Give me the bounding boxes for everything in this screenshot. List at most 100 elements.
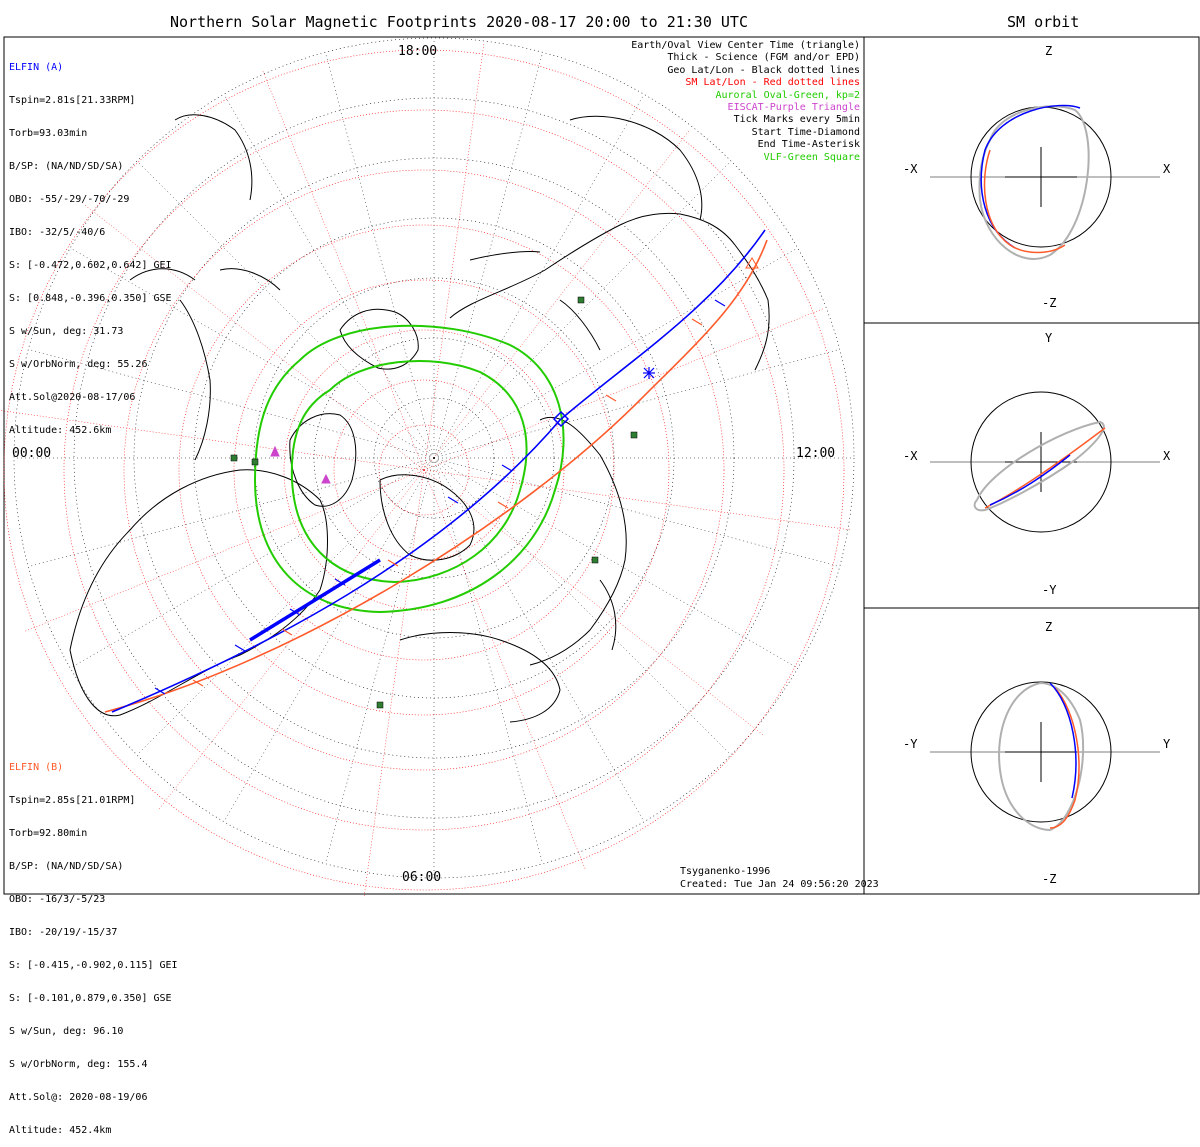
credit-author: Tsyganenko-1996	[680, 866, 771, 877]
elfin-b-line: S: [-0.415,-0.902,0.115] GEI	[9, 960, 178, 971]
geo-meridian	[223, 94, 435, 459]
elfin-b-line: Torb=92.80min	[9, 828, 88, 839]
auroral-oval-inner	[290, 360, 528, 584]
vlf-square	[630, 431, 638, 439]
sm-meridian	[423, 308, 823, 471]
vlf-square	[230, 454, 238, 462]
panel1-top-label: Z	[1045, 44, 1053, 58]
orbit-frame	[863, 36, 1200, 895]
elfin-b-tick	[605, 394, 617, 402]
elfin-a-line: Altitude: 452.6km	[9, 425, 112, 436]
panel3-right-label: Y	[1163, 737, 1171, 751]
legend-entry: End Time-Asterisk	[757, 139, 860, 151]
geo-meridian	[433, 160, 732, 459]
elfin-b-line: IBO: -20/19/-15/37	[9, 927, 118, 938]
eiscat-triangle	[321, 473, 331, 484]
map-title: Northern Solar Magnetic Footprints 2020-…	[170, 13, 748, 31]
elfin-b-tick	[691, 318, 703, 326]
orbit-path-gray	[973, 420, 1105, 512]
elfin-b-tick	[281, 628, 293, 636]
orbit-path-elfin-b	[983, 149, 1066, 254]
elfin-a-info: ELFIN (A) Tspin=2.81s[21.33RPM] Torb=93.…	[9, 40, 172, 447]
sm-latitude-circle	[63, 109, 785, 831]
geo-meridian	[136, 457, 435, 756]
geo-meridian	[70, 457, 435, 669]
elfin-b-line: Tspin=2.85s[21.01RPM]	[9, 795, 136, 806]
sm-latitude-circle	[123, 169, 725, 771]
orbit-path-elfin-a	[1049, 682, 1077, 799]
geo-meridian	[433, 457, 543, 864]
sm-meridian	[423, 131, 689, 471]
panel3-top-label: Z	[1045, 620, 1053, 634]
orbit-panel-1	[930, 106, 1160, 248]
panel3-left-label: -Y	[903, 737, 918, 751]
sm-meridian	[262, 71, 425, 471]
sm-meridian	[363, 469, 425, 896]
vlf-square	[251, 458, 259, 466]
elfin-a-line: Torb=93.03min	[9, 128, 88, 139]
scandinavia-coastline	[339, 308, 419, 370]
elfin-a-tick	[447, 496, 459, 504]
elfin-b-line: Att.Sol@: 2020-08-19/06	[9, 1092, 148, 1103]
elfin-a-line: Tspin=2.81s[21.33RPM]	[9, 95, 136, 106]
geo-latitude-circle	[13, 37, 855, 879]
elfin-a-line: B/SP: (NA/ND/SD/SA)	[9, 161, 124, 172]
credit-created: Created: Tue Jan 24 09:56:20 2023	[680, 879, 879, 890]
elfin-a-science-segment	[249, 558, 381, 642]
elfin-a-end-asterisk	[643, 367, 655, 379]
legend-entry: SM Lat/Lon - Red dotted lines	[685, 77, 860, 89]
elfin-a-line: Att.Sol@2020-08-17/06	[9, 392, 136, 403]
eurasia-coastline	[449, 212, 770, 371]
elfin-a-track	[111, 229, 766, 713]
auroral-oval-outer	[253, 324, 565, 614]
elfin-a-line: IBO: -32/5/-40/6	[9, 227, 106, 238]
elfin-b-tick	[387, 559, 399, 567]
elfin-b-line: S w/OrbNorm, deg: 155.4	[9, 1059, 148, 1070]
sm-meridian	[423, 469, 763, 735]
sm-latitude-circle	[3, 49, 845, 891]
legend-entry: EISCAT-Purple Triangle	[727, 102, 860, 113]
auroral-ovals	[253, 324, 565, 614]
vlf-square	[376, 701, 384, 709]
vlf-square	[591, 556, 599, 564]
orbit-path-elfin-a	[989, 454, 1071, 506]
satellite-tracks	[104, 229, 768, 713]
orbit-path-elfin-b	[1049, 687, 1080, 829]
orbit-panels	[930, 104, 1160, 832]
elfin-b-line: Altitude: 452.4km	[9, 1125, 112, 1136]
western-europe-coastline	[174, 114, 253, 461]
elfin-b-name: ELFIN (B)	[9, 762, 64, 773]
orbit-panel-2	[930, 391, 1160, 533]
legend-entry: Thick - Science (FGM and/or EPD)	[667, 52, 860, 64]
elfin-b-line: B/SP: (NA/ND/SD/SA)	[9, 861, 124, 872]
panel1-left-label: -X	[903, 162, 918, 176]
elfin-b-tick	[497, 501, 509, 509]
orbit-path-gray	[998, 682, 1085, 832]
hour-label-00: 00:00	[12, 446, 52, 461]
geo-meridian	[136, 160, 435, 459]
sm-meridian	[159, 469, 425, 809]
geo-meridian	[433, 52, 543, 459]
panel2-bottom-label: -Y	[1042, 583, 1057, 597]
legend-entry: Geo Lat/Lon - Black dotted lines	[667, 64, 860, 76]
sm-meridian	[423, 469, 850, 531]
hour-label-18: 18:00	[398, 44, 438, 59]
hour-label-12: 12:00	[796, 446, 836, 461]
elfin-b-line: S: [-0.101,0.879,0.350] GSE	[9, 993, 172, 1004]
elfin-a-line: S w/Sun, deg: 31.73	[9, 326, 124, 337]
elfin-b-tick	[192, 679, 204, 687]
elfin-a-line: S w/OrbNorm, deg: 55.26	[9, 359, 148, 370]
elfin-a-line: S: [-0.472,0.602,0.642] GEI	[9, 260, 172, 271]
north-africa-coastline	[129, 268, 281, 291]
elfin-a-tick	[714, 299, 726, 307]
elfin-a-tick	[154, 687, 166, 695]
coastlines	[69, 114, 770, 723]
eiscat-triangle	[270, 445, 280, 457]
panel1-bottom-label: -Z	[1042, 296, 1057, 310]
orbit-panel-3	[930, 681, 1160, 823]
track-markers	[154, 257, 759, 709]
legend: Earth/Oval View Center Time (triangle) T…	[560, 40, 860, 170]
elfin-b-track	[104, 239, 768, 713]
legend-entry: Auroral Oval-Green, kp=2	[715, 89, 861, 101]
panel2-left-label: -X	[903, 449, 918, 463]
